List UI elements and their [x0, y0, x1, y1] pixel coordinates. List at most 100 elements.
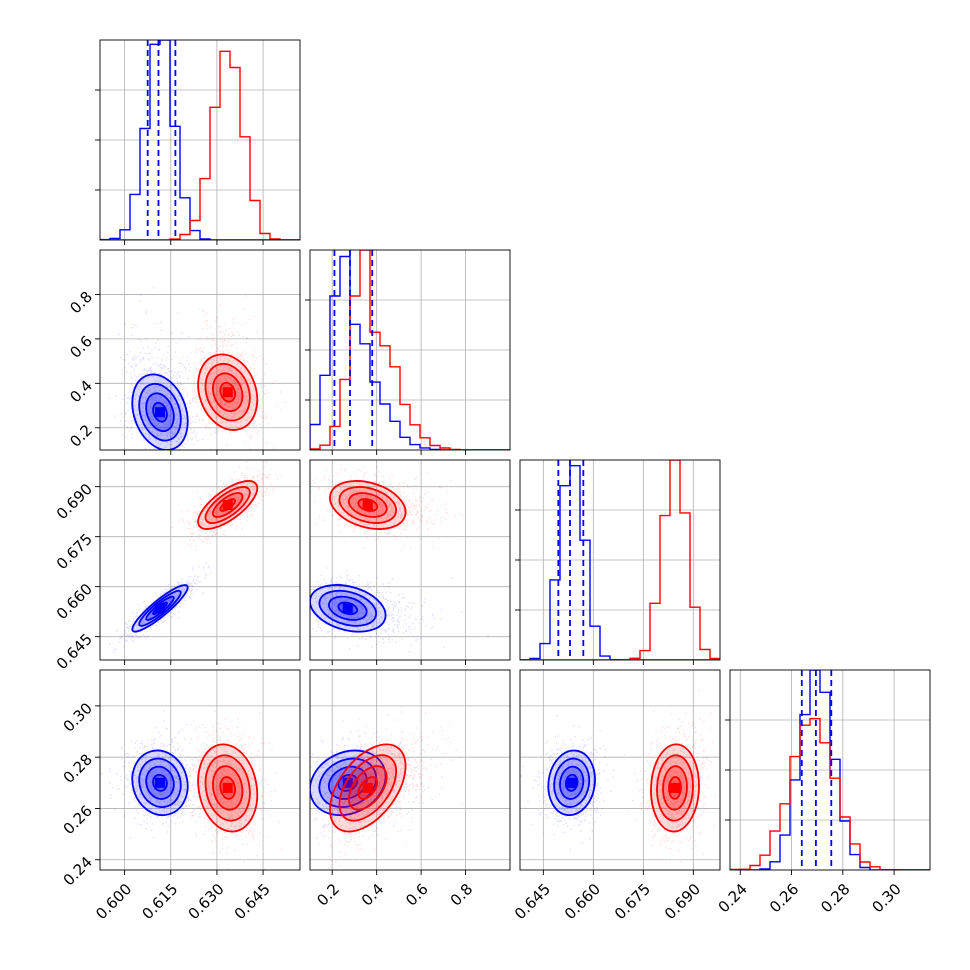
- density-peak-series-0: [566, 777, 577, 788]
- contour-line: [547, 749, 596, 817]
- density-peak-series-0: [342, 603, 353, 614]
- histogram-series-1: [100, 50, 300, 240]
- panel-content: [520, 460, 720, 660]
- x-tick-label: 0.645: [511, 880, 554, 923]
- tick-marks: [331, 660, 467, 665]
- density-peak-series-0: [155, 407, 165, 418]
- y-tick-label: 0.645: [53, 630, 96, 673]
- panel-1-0: [95, 249, 301, 455]
- density-peak-series-1: [222, 782, 233, 793]
- contour-line: [145, 392, 175, 433]
- density-peak-cell: [155, 407, 165, 418]
- panel-content: [108, 287, 286, 450]
- contours-series-1: [197, 480, 259, 530]
- density-peak-cell: [566, 777, 577, 788]
- tick-marks: [331, 870, 467, 875]
- density-peak-series-0: [155, 777, 165, 788]
- tick-marks: [95, 486, 264, 665]
- y-tick-label: 0.26: [60, 802, 96, 838]
- contours-series-1: [197, 353, 259, 431]
- panel-content: [310, 711, 463, 870]
- panel-frame: [99, 249, 301, 451]
- panel-frame: [99, 669, 301, 871]
- gridlines: [520, 670, 720, 870]
- contour-line: [197, 353, 259, 431]
- x-tick-label: 0.28: [817, 880, 853, 916]
- panel-frame: [99, 459, 301, 661]
- y-tick-label: 0.30: [60, 699, 96, 735]
- contour-line: [338, 486, 398, 524]
- panel-content: [730, 670, 930, 870]
- histogram-series-0: [100, 40, 300, 240]
- contour-line: [357, 498, 379, 512]
- x-tick-label: 0.660: [561, 880, 604, 923]
- contour-line: [668, 776, 682, 800]
- contour-line: [357, 776, 379, 800]
- panel-frame: [519, 669, 721, 871]
- contour-line: [212, 765, 244, 811]
- contour-line: [145, 595, 175, 621]
- contour-line: [212, 492, 244, 518]
- histogram-series-0: [730, 670, 930, 870]
- panel-2-2: [515, 459, 721, 665]
- panel-2-0: [95, 459, 301, 665]
- density-peak-series-0: [155, 603, 165, 614]
- panel-1-1: [305, 249, 511, 455]
- x-tick-label: 0.675: [611, 880, 654, 923]
- x-tick-label: 0.24: [715, 880, 751, 916]
- panel-3-3: [725, 669, 931, 875]
- histogram-series-1: [730, 717, 930, 870]
- contour-line: [347, 492, 388, 518]
- tick-marks: [95, 293, 264, 455]
- density-peak-cell: [362, 500, 373, 510]
- scatter-points-series-0: [100, 710, 221, 839]
- panel-content: [520, 690, 715, 864]
- gridlines: [310, 250, 510, 450]
- y-tick-label: 0.6: [66, 332, 96, 362]
- histogram-series-0: [520, 465, 720, 660]
- x-tick-label: 0.6: [402, 880, 432, 910]
- panel-3-0: [95, 669, 301, 875]
- contour-line: [327, 765, 368, 800]
- contour-line: [212, 372, 244, 413]
- density-peak-series-1: [362, 500, 373, 510]
- contours-series-1: [329, 480, 407, 530]
- contour-line: [197, 743, 259, 833]
- contour-line: [329, 480, 407, 530]
- density-peak-cell: [670, 782, 680, 793]
- density-peak-series-0: [342, 777, 353, 788]
- tick-marks: [305, 299, 467, 455]
- contour-line: [204, 362, 251, 422]
- panel-3-2: [519, 669, 721, 875]
- contours-series-0: [131, 373, 189, 450]
- contour-line: [553, 757, 591, 808]
- panel-frame: [309, 459, 511, 661]
- tick-marks: [95, 705, 264, 875]
- contour-line: [559, 765, 585, 800]
- panel-layer: [95, 39, 931, 875]
- histogram-series-1: [520, 460, 720, 660]
- contour-line: [131, 373, 189, 450]
- quantile-lines: [146, 40, 177, 240]
- y-tick-label: 0.4: [66, 377, 96, 407]
- contour-line: [145, 765, 175, 800]
- gridlines: [520, 460, 720, 660]
- panel-frame: [309, 669, 511, 871]
- contour-line: [138, 757, 182, 808]
- gridlines: [310, 460, 510, 660]
- x-tick-label: 0.600: [92, 880, 135, 923]
- panel-2-1: [309, 459, 511, 665]
- density-peak-cell: [362, 782, 373, 793]
- contour-line: [656, 754, 694, 822]
- x-tick-label: 0.615: [138, 880, 181, 923]
- contour-line: [219, 498, 236, 512]
- tick-marks: [515, 509, 694, 665]
- panel-content: [100, 40, 300, 240]
- y-tick-label: 0.660: [53, 580, 96, 623]
- contour-line: [204, 486, 251, 524]
- contours-series-0: [131, 584, 189, 633]
- tick-marks: [95, 89, 264, 245]
- histogram-series-0: [310, 255, 510, 450]
- x-tick-label: 0.4: [358, 880, 388, 910]
- y-tick-label: 0.28: [60, 750, 96, 786]
